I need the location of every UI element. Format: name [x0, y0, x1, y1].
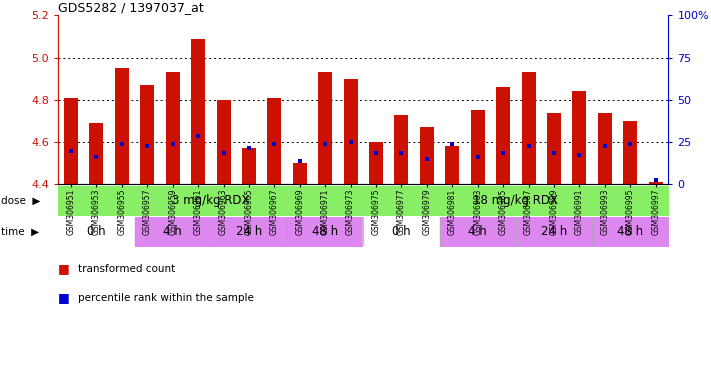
Text: 24 h: 24 h	[236, 225, 262, 238]
Bar	[90, 123, 103, 184]
Bar	[166, 73, 180, 184]
Bar	[369, 142, 383, 184]
Bar	[343, 79, 358, 184]
Text: GDS5282 / 1397037_at: GDS5282 / 1397037_at	[58, 1, 204, 14]
Text: percentile rank within the sample: percentile rank within the sample	[78, 293, 254, 303]
Bar	[624, 121, 637, 184]
Bar	[217, 100, 230, 184]
Text: transformed count: transformed count	[78, 264, 176, 274]
Text: 0 h: 0 h	[87, 225, 106, 238]
Bar	[648, 182, 663, 184]
Text: 18 mg/kg RDX: 18 mg/kg RDX	[474, 194, 558, 207]
Text: 4 h: 4 h	[164, 225, 182, 238]
Bar	[191, 39, 205, 184]
Text: 24 h: 24 h	[541, 225, 567, 238]
Text: 4 h: 4 h	[469, 225, 487, 238]
Bar	[598, 113, 611, 184]
Text: dose  ▶: dose ▶	[1, 195, 41, 206]
Text: 48 h: 48 h	[617, 225, 643, 238]
Bar	[471, 111, 485, 184]
Text: 3 mg/kg RDX: 3 mg/kg RDX	[172, 194, 250, 207]
Bar	[140, 85, 154, 184]
Bar	[496, 87, 510, 184]
Bar	[267, 98, 282, 184]
Bar	[293, 163, 306, 184]
Text: time  ▶: time ▶	[1, 226, 40, 237]
Bar	[395, 114, 408, 184]
Bar	[572, 91, 587, 184]
Bar	[64, 98, 78, 184]
Bar	[522, 73, 535, 184]
Text: 0 h: 0 h	[392, 225, 411, 238]
Bar	[420, 127, 434, 184]
Text: 48 h: 48 h	[312, 225, 338, 238]
Text: ■: ■	[58, 291, 70, 304]
Bar	[115, 68, 129, 184]
Text: ■: ■	[58, 262, 70, 275]
Bar	[242, 148, 256, 184]
Bar	[547, 113, 561, 184]
Bar	[319, 73, 332, 184]
Bar	[445, 146, 459, 184]
